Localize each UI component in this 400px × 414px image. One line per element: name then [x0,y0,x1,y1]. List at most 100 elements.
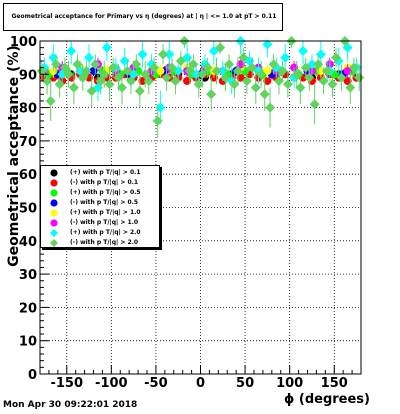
data-point [282,79,293,90]
y-tick-label: 30 [19,268,37,283]
data-point [316,66,325,75]
data-point [125,75,136,86]
data-point [343,76,352,85]
y-tick-label: 40 [19,235,37,250]
legend-label: (-) with p T/|q| > 0.1 [70,179,139,186]
data-point [63,69,74,80]
data-point [313,59,324,70]
legend-marker [50,239,58,247]
data-point [322,65,333,76]
legend-marker [50,219,58,227]
data-point [155,102,166,113]
data-point [140,69,151,80]
y-tick-label: 20 [19,301,37,316]
x-axis-label: ϕ (degrees) [284,392,370,407]
legend-marker [50,179,58,187]
legend-label: (-) with p T/|q| > 2.0 [70,239,139,246]
data-point [348,62,359,73]
data-point [206,89,217,100]
legend-entry: (+) with p T/|q| > 1.0 [41,208,161,218]
y-axis-label: Geometrical acceptance (%) [6,45,22,267]
legend-label: (-) with p T/|q| > 0.5 [70,199,139,206]
data-point [104,79,115,90]
data-point [304,72,315,83]
data-point [273,75,284,86]
data-series [36,36,365,138]
timestamp: Mon Apr 30 09:22:01 2018 [3,400,138,410]
data-point [42,75,53,86]
legend-entry: (+) with p T/|q| > 0.5 [41,188,161,198]
data-point [86,85,97,96]
x-tick-label: 150 [321,376,348,391]
x-tick-label: 50 [236,376,254,391]
data-point [318,75,329,86]
data-point [241,75,252,86]
y-tick-label: 90 [19,68,37,83]
data-point [247,62,258,73]
legend-entry: (-) with p T/|q| > 0.1 [41,178,161,188]
y-tick-label: 80 [19,102,37,117]
chart-title: Geometrical acceptance for Primary vs η … [11,13,277,20]
data-point [224,59,235,70]
data-point [149,62,160,73]
data-point [300,62,311,73]
data-point [99,69,110,80]
data-point [72,59,83,70]
data-point [250,82,261,93]
x-tick-label: -150 [50,376,83,391]
data-point [138,76,147,85]
data-point [119,55,130,66]
data-point [331,52,342,63]
data-point [268,59,279,70]
legend-marker [50,229,58,237]
data-point [137,49,148,60]
legend-label: (-) with p T/|q| > 1.0 [70,219,139,226]
title-box: Geometrical acceptance for Primary vs η … [3,3,283,31]
data-point [59,62,70,73]
data-point [193,79,204,90]
legend-label: (+) with p T/|q| > 0.1 [70,169,141,176]
legend-entry: (-) with p T/|q| > 0.5 [41,198,161,208]
legend-entry: (+) with p T/|q| > 0.1 [41,168,161,178]
data-point [54,79,65,90]
data-point [265,102,276,113]
data-point [345,82,356,93]
data-point [90,59,101,70]
data-point [108,62,119,73]
data-point [113,72,124,83]
data-point [220,72,231,83]
data-point [263,66,272,75]
data-point [156,66,165,75]
data-point [229,79,240,90]
tick-labels: -150 -100 -50 0 50 100 150 0 10 20 30 40 50 60 70 80 90 1… [10,35,348,391]
legend: (+) with p T/|q| > 0.1 (-) with p T/|q| >… [40,165,160,248]
data-point [183,76,192,85]
x-tick-label: -100 [95,376,128,391]
data-point [161,72,172,83]
data-point [184,65,195,76]
legend-entry: (+) with p T/|q| > 2.0 [41,228,161,238]
legend-marker [50,199,58,207]
data-point [175,55,186,66]
data-point [36,65,47,76]
data-point [166,62,177,73]
data-point [343,66,352,75]
legend-entry: (-) with p T/|q| > 2.0 [41,238,161,248]
data-point [81,65,92,76]
data-point [295,82,306,93]
data-point [336,72,347,83]
data-point [143,75,154,86]
legend-marker [50,189,58,197]
data-point [211,65,222,76]
data-point [262,39,273,50]
data-point [309,99,320,110]
data-point [236,60,245,69]
data-point [51,59,62,70]
legend-label: (+) with p T/|q| > 1.0 [70,209,141,216]
data-point [298,45,309,56]
x-tick-label: 100 [276,376,303,391]
data-point [354,72,365,83]
data-point [280,52,291,63]
data-point [152,115,163,126]
